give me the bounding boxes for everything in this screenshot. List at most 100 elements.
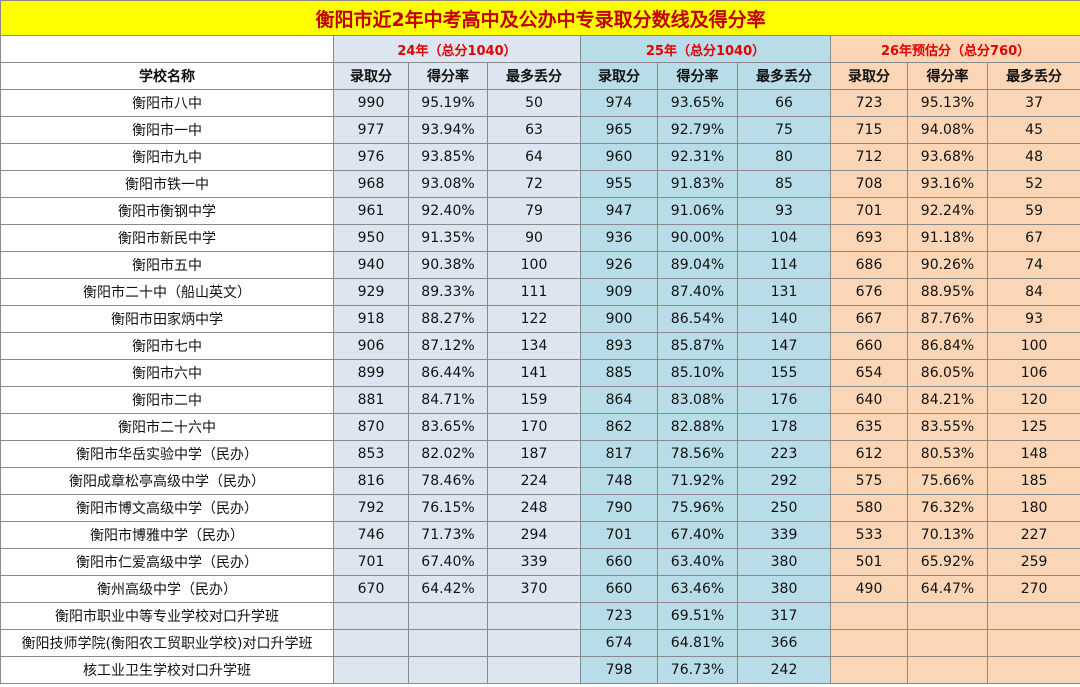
- score-cell: 85: [737, 170, 831, 198]
- score-cell: 93.68%: [907, 143, 988, 171]
- score-cell: 380: [737, 548, 831, 576]
- score-cell: 227: [986, 521, 1080, 549]
- score-cell: 80.53%: [907, 440, 988, 468]
- score-cell: 92.79%: [657, 116, 738, 144]
- score-cell: 85.87%: [657, 332, 738, 360]
- school-name: 衡阳市华岳实验中学（民办）: [0, 440, 334, 468]
- score-cell: 940: [333, 251, 409, 279]
- score-cell: 120: [986, 386, 1080, 414]
- score-cell: 93.16%: [907, 170, 988, 198]
- score-cell: 936: [580, 224, 658, 252]
- score-cell: 89.04%: [657, 251, 738, 279]
- score-cell: 317: [737, 602, 831, 630]
- score-cell: 66: [737, 89, 831, 117]
- column-header: 录取分: [333, 62, 409, 90]
- score-cell: 170: [487, 413, 581, 441]
- score-cell: 339: [487, 548, 581, 576]
- score-cell: 93.08%: [408, 170, 488, 198]
- score-cell: 131: [737, 278, 831, 306]
- score-cell: 670: [333, 575, 409, 603]
- score-cell: 974: [580, 89, 658, 117]
- score-cell: 141: [487, 359, 581, 387]
- data-row: 衡阳技师学院(衡阳农工贸职业学校)对口升学班 674 64.81% 366: [0, 629, 1080, 657]
- score-cell: 147: [737, 332, 831, 360]
- score-cell: [333, 602, 409, 630]
- score-cell: 85.10%: [657, 359, 738, 387]
- score-cell: 67: [986, 224, 1080, 252]
- school-name: 衡阳技师学院(衡阳农工贸职业学校)对口升学班: [0, 629, 334, 657]
- data-row: 衡阳市职业中等专业学校对口升学班 723 69.51% 317: [0, 602, 1080, 630]
- score-cell: [830, 602, 908, 630]
- score-cell: 75.96%: [657, 494, 738, 522]
- score-cell: 990: [333, 89, 409, 117]
- score-cell: 370: [487, 575, 581, 603]
- data-row: 衡阳市衡钢中学 961 92.40% 79 947 91.06% 93 701 92.24% 59: [0, 197, 1080, 225]
- score-cell: 52: [986, 170, 1080, 198]
- score-cell: [830, 656, 908, 684]
- score-cell: 78.46%: [408, 467, 488, 495]
- score-cell: 380: [737, 575, 831, 603]
- score-cell: 74: [986, 251, 1080, 279]
- school-name: 衡阳市五中: [0, 251, 334, 279]
- score-cell: 83.65%: [408, 413, 488, 441]
- score-cell: 67.40%: [657, 521, 738, 549]
- score-cell: 86.44%: [408, 359, 488, 387]
- score-cell: 723: [580, 602, 658, 630]
- column-header: 得分率: [408, 62, 488, 90]
- school-name: 衡阳市八中: [0, 89, 334, 117]
- score-cell: 501: [830, 548, 908, 576]
- score-cell: 72: [487, 170, 581, 198]
- school-name: 衡阳市一中: [0, 116, 334, 144]
- score-cell: 90.26%: [907, 251, 988, 279]
- score-cell: 612: [830, 440, 908, 468]
- score-cell: 91.83%: [657, 170, 738, 198]
- school-name: 衡阳市仁爱高级中学（民办）: [0, 548, 334, 576]
- score-cell: 70.13%: [907, 521, 988, 549]
- score-cell: 93.65%: [657, 89, 738, 117]
- score-cell: 715: [830, 116, 908, 144]
- score-cell: 798: [580, 656, 658, 684]
- score-cell: 114: [737, 251, 831, 279]
- score-cell: 950: [333, 224, 409, 252]
- score-cell: 674: [580, 629, 658, 657]
- score-cell: 84.21%: [907, 386, 988, 414]
- score-cell: [830, 629, 908, 657]
- data-row: 衡阳市九中 976 93.85% 64 960 92.31% 80 712 93.68% 48: [0, 143, 1080, 171]
- data-row: 衡阳市二十六中 870 83.65% 170 862 82.88% 178 635 83.55%…: [0, 413, 1080, 441]
- score-cell: 224: [487, 467, 581, 495]
- column-header: 录取分: [580, 62, 658, 90]
- score-cell: 86.84%: [907, 332, 988, 360]
- score-cell: 792: [333, 494, 409, 522]
- data-row: 衡阳市田家炳中学 918 88.27% 122 900 86.54% 140 667 87.76…: [0, 305, 1080, 333]
- score-cell: 134: [487, 332, 581, 360]
- score-cell: [333, 629, 409, 657]
- data-row: 衡阳市七中 906 87.12% 134 893 85.87% 147 660 86.84% 10…: [0, 332, 1080, 360]
- score-cell: 92.31%: [657, 143, 738, 171]
- score-cell: 660: [830, 332, 908, 360]
- score-cell: 176: [737, 386, 831, 414]
- score-cell: 94.08%: [907, 116, 988, 144]
- score-cell: 64.42%: [408, 575, 488, 603]
- score-cell: 95.19%: [408, 89, 488, 117]
- score-cell: 580: [830, 494, 908, 522]
- score-cell: 87.76%: [907, 305, 988, 333]
- school-name: 衡阳成章松亭高级中学（民办）: [0, 467, 334, 495]
- score-cell: 965: [580, 116, 658, 144]
- score-cell: 929: [333, 278, 409, 306]
- score-cell: 48: [986, 143, 1080, 171]
- score-cell: 64.47%: [907, 575, 988, 603]
- score-cell: 148: [986, 440, 1080, 468]
- score-cell: 817: [580, 440, 658, 468]
- score-cell: 180: [986, 494, 1080, 522]
- data-row: 衡阳成章松亭高级中学（民办） 816 78.46% 224 748 71.92% 292 57…: [0, 467, 1080, 495]
- data-row: 衡阳市二十中（船山英文） 929 89.33% 111 909 87.40% 131 676 8…: [0, 278, 1080, 306]
- score-cell: 155: [737, 359, 831, 387]
- score-cell: 654: [830, 359, 908, 387]
- score-cell: 90.38%: [408, 251, 488, 279]
- score-cell: 701: [580, 521, 658, 549]
- score-cell: 270: [986, 575, 1080, 603]
- data-row: 衡阳市仁爱高级中学（民办） 701 67.40% 339 660 63.40% 380 501…: [0, 548, 1080, 576]
- column-header: 最多丢分: [737, 62, 831, 90]
- data-row: 衡阳市博雅中学（民办） 746 71.73% 294 701 67.40% 339 533 70…: [0, 521, 1080, 549]
